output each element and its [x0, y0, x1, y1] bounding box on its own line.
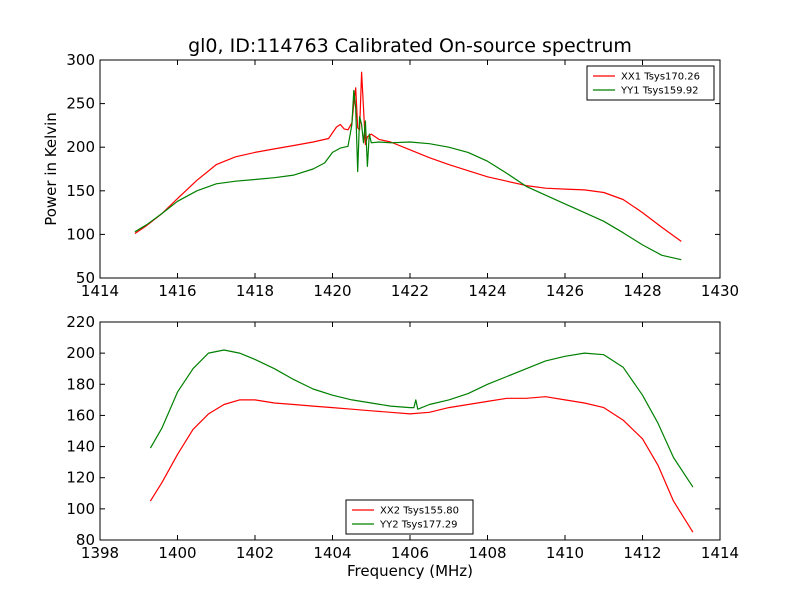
- x-tick-label: 1414: [81, 282, 119, 300]
- series-line: [149, 396, 694, 533]
- y-axis-label: Power in Kelvin: [42, 112, 60, 226]
- y-tick-label: 220: [66, 313, 95, 331]
- y-tick-label: 50: [76, 269, 95, 287]
- legend: XX2 Tsys155.80 YY2 Tsys177.29: [345, 499, 474, 535]
- legend-label: YY1 Tsys159.92: [620, 86, 699, 97]
- legend-box: [586, 65, 715, 101]
- y-tick-label: 200: [66, 138, 95, 156]
- y-tick-label: 100: [66, 225, 95, 243]
- legend-label: XX2 Tsys155.80: [380, 506, 459, 517]
- x-tick-label: 1404: [313, 544, 351, 562]
- x-tick-label: 1418: [236, 282, 274, 300]
- x-tick-label: 1412: [623, 544, 661, 562]
- legend-label: YY2 Tsys177.29: [379, 520, 458, 531]
- legend-label: XX1 Tsys170.26: [621, 72, 700, 83]
- x-tick-label: 1416: [158, 282, 196, 300]
- x-tick-label: 1424: [468, 282, 506, 300]
- x-tick-label: 1420: [313, 282, 351, 300]
- x-tick-label: 1430: [701, 282, 739, 300]
- top-panel: 1414 1416 1418 1420 1422 1424 1426 1428 1430 50 10…: [42, 51, 739, 300]
- y-tick-label: 140: [66, 438, 95, 456]
- series-line: [134, 71, 682, 242]
- series-line: [134, 89, 682, 261]
- legend-box: [345, 499, 474, 535]
- legend: XX1 Tsys170.26 YY1 Tsys159.92: [586, 65, 715, 101]
- x-tick-label: 1402: [236, 544, 274, 562]
- chart-title: gl0, ID:114763 Calibrated On-source spec…: [188, 35, 632, 57]
- x-tick-label: 1426: [546, 282, 584, 300]
- x-tick-label: 1400: [158, 544, 196, 562]
- y-tick-label: 120: [66, 469, 95, 487]
- x-tick-label: 1398: [81, 544, 119, 562]
- series-line: [149, 349, 694, 488]
- x-tick-label: 1408: [468, 544, 506, 562]
- y-tick-label: 150: [66, 182, 95, 200]
- x-tick-label: 1414: [701, 544, 739, 562]
- x-tick-label: 1422: [391, 282, 429, 300]
- y-tick-label: 100: [66, 500, 95, 518]
- bottom-panel: 1398 1400 1402 1404 1406 1408 1410 1412 1414 80 10…: [66, 313, 739, 580]
- x-tick-label: 1428: [623, 282, 661, 300]
- x-tick-label: 1410: [546, 544, 584, 562]
- y-tick-label: 180: [66, 375, 95, 393]
- y-tick-label: 250: [66, 95, 95, 113]
- x-axis-label: Frequency (MHz): [347, 562, 473, 580]
- y-tick-label: 80: [76, 531, 95, 549]
- y-tick-label: 200: [66, 344, 95, 362]
- y-tick-label: 300: [66, 51, 95, 69]
- y-tick-label: 160: [66, 406, 95, 424]
- x-tick-label: 1406: [391, 544, 429, 562]
